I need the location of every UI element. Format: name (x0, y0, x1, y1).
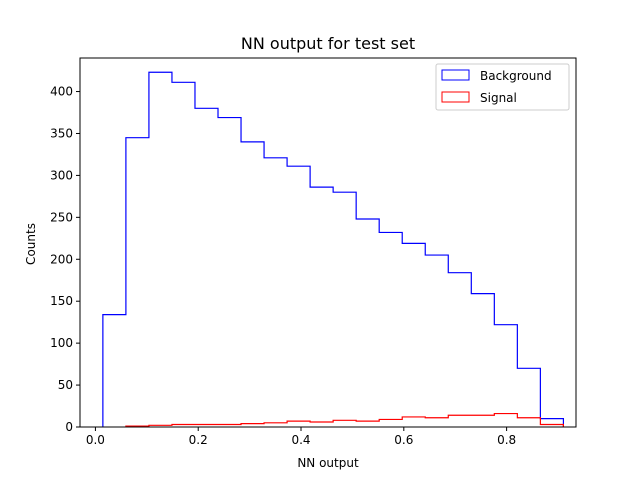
y-tick-label: 100 (50, 336, 73, 350)
signal-bin (494, 414, 517, 427)
y-axis-label: Counts (24, 223, 38, 265)
background-bin (402, 243, 425, 427)
background-histogram-step (102, 71, 565, 427)
signal-bin (448, 415, 471, 427)
legend-label-signal: Signal (480, 91, 517, 105)
y-tick-label: 350 (50, 126, 73, 140)
background-bin (218, 118, 241, 427)
y-tick-label: 300 (50, 168, 73, 182)
signal-bin (264, 423, 287, 427)
signal-bin (310, 422, 333, 427)
y-tick-label: 150 (50, 294, 73, 308)
background-bin (333, 192, 356, 427)
background-bin (195, 108, 218, 427)
signal-bin (425, 418, 448, 427)
axes-frame (79, 57, 577, 428)
background-bin (241, 142, 264, 427)
y-axis-ticks: 0 50 100 150 200 250 300 350 400 (50, 85, 80, 434)
background-bin (172, 82, 195, 427)
x-tick-label: 0.2 (189, 433, 208, 447)
background-bin (264, 158, 287, 427)
signal-bin (471, 415, 494, 427)
background-bin (471, 294, 494, 427)
background-bin (425, 255, 448, 427)
background-bin (287, 166, 310, 427)
signal-bin (333, 420, 356, 427)
background-bin (379, 232, 402, 427)
legend: Background Signal (435, 63, 570, 111)
chart-title: NN output for test set (241, 34, 415, 53)
background-bin (494, 325, 517, 427)
signal-histogram-step (125, 412, 565, 427)
x-tick-label: 0.4 (291, 433, 310, 447)
y-tick-label: 250 (50, 210, 73, 224)
plot-area: 0.0 0.2 0.4 0.6 0.8 0 50 100 150 200 250 300 350 400 (50, 57, 577, 447)
legend-swatch-background (441, 69, 470, 81)
y-tick-label: 400 (50, 85, 73, 99)
histogram-series (102, 71, 565, 427)
background-bin (448, 273, 471, 427)
signal-bin (517, 418, 540, 427)
x-tick-label: 0.6 (394, 433, 413, 447)
y-tick-label: 50 (58, 378, 73, 392)
legend-label-background: Background (480, 69, 552, 83)
y-tick-label: 200 (50, 252, 73, 266)
background-bin (103, 315, 126, 427)
signal-bin (402, 417, 425, 427)
x-tick-label: 0.8 (497, 433, 516, 447)
x-axis-ticks: 0.0 0.2 0.4 0.6 0.8 (86, 427, 516, 447)
x-tick-label: 0.0 (86, 433, 105, 447)
background-bin (356, 219, 379, 427)
legend-swatch-signal (441, 91, 470, 103)
signal-bin (356, 421, 379, 427)
signal-bin (287, 421, 310, 427)
background-bin (310, 187, 333, 427)
x-axis-label: NN output (297, 456, 359, 470)
y-tick-label: 0 (65, 420, 73, 434)
signal-bin (379, 419, 402, 427)
background-bin (149, 72, 172, 427)
background-bin (126, 138, 149, 427)
